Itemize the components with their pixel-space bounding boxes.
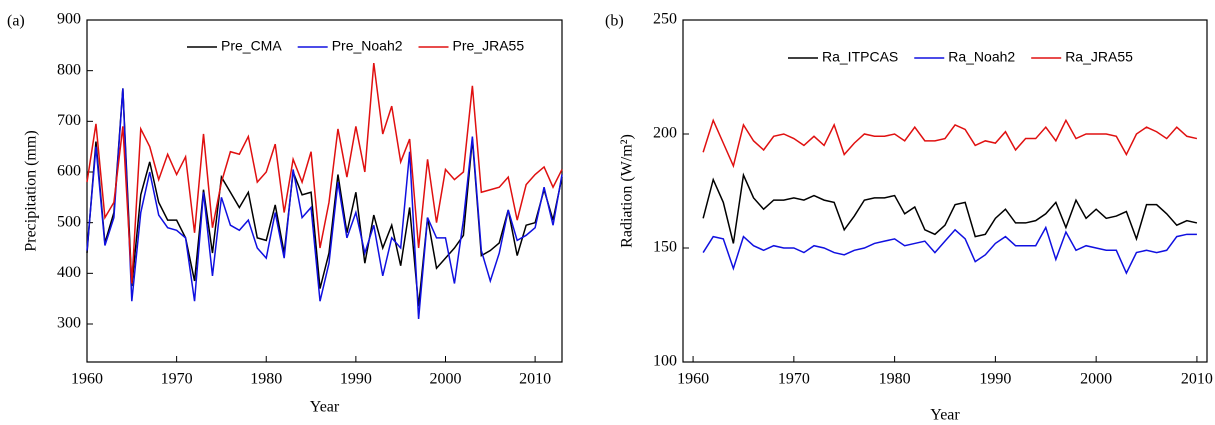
x-tick-label: 2010 (1181, 371, 1213, 388)
x-tick-label: 1980 (250, 371, 282, 388)
data-line (702, 118, 1198, 169)
x-tick-label: 2000 (429, 371, 461, 388)
plot-frame (86, 19, 563, 363)
y-tick-label: 700 (57, 112, 81, 129)
x-tick-label: 2010 (519, 371, 551, 388)
data-line (702, 172, 1198, 244)
y-tick-label: 900 (57, 11, 81, 28)
data-line (86, 88, 563, 319)
data-line (702, 225, 1197, 275)
x-tick-label: 2000 (1080, 371, 1112, 388)
y-tick-label: 200 (653, 125, 677, 142)
y-axis-label: Precipitation (mm) (23, 130, 40, 251)
x-tick-label: 1990 (340, 371, 372, 388)
panel: (a) 300 400 500 600 700 800 900 1960 1970 1980 1990… (7, 11, 563, 416)
y-tick-label: 500 (57, 213, 81, 230)
panel: (b) 100 150 200 250 1960 1970 1980 1990 2000 2010 Y… (605, 11, 1213, 424)
x-tick-label: 1960 (677, 371, 709, 388)
y-tick-label: 300 (57, 315, 81, 332)
data-line (86, 62, 563, 284)
x-axis-label: Year (930, 407, 960, 424)
legend-label: Pre_Noah2 (332, 38, 403, 54)
x-tick-label: 1980 (879, 371, 911, 388)
x-axis-label: Year (310, 399, 340, 416)
legend-label: Ra_Noah2 (948, 49, 1015, 65)
legend-label: Ra_ITPCAS (822, 49, 898, 65)
panel-label: (b) (605, 13, 624, 30)
data-line (86, 88, 563, 307)
y-tick-label: 150 (653, 239, 677, 256)
y-axis-label: Radiation (W/m²) (619, 134, 636, 248)
y-tick-label: 100 (653, 353, 677, 370)
panel-label: (a) (7, 13, 25, 30)
legend: Pre_CMA Pre_Noah2 Pre_JRA55 (187, 38, 524, 54)
x-tick-label: 1990 (979, 371, 1011, 388)
legend-label: Pre_CMA (221, 38, 282, 54)
x-tick-label: 1970 (778, 371, 810, 388)
y-tick-label: 800 (57, 61, 81, 78)
plot-frame (682, 19, 1208, 363)
legend-label: Ra_JRA55 (1065, 49, 1133, 65)
x-tick-label: 1970 (161, 371, 193, 388)
legend-label: Pre_JRA55 (453, 38, 525, 54)
legend: Ra_ITPCAS Ra_Noah2 Ra_JRA55 (788, 49, 1133, 65)
y-tick-label: 250 (653, 11, 677, 28)
y-tick-label: 400 (57, 264, 81, 281)
y-tick-label: 600 (57, 163, 81, 180)
x-tick-label: 1960 (71, 371, 103, 388)
